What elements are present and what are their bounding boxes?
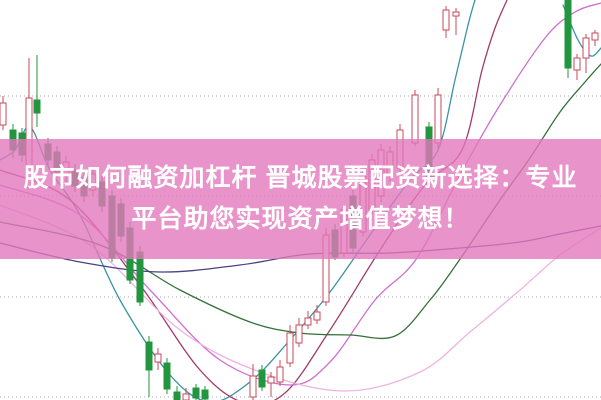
ad-overlay-banner[interactable]: 股市如何融资加杠杆 晋城股票配资新选择：专业 平台助您实现资产增值梦想！ [0, 139, 601, 259]
candle-body [192, 387, 200, 399]
candle-down [192, 384, 200, 400]
candle-body [573, 57, 581, 71]
ma-pale-pink [0, 204, 601, 392]
candle-up [0, 96, 7, 130]
candle-up [304, 311, 312, 329]
candle-body [258, 369, 266, 388]
candle-up [276, 360, 284, 386]
candle-up [313, 305, 321, 324]
candle-up [286, 325, 294, 367]
candle-body [452, 11, 460, 17]
candle-body [295, 324, 303, 344]
candle-up [249, 364, 257, 400]
candle-body [136, 251, 144, 303]
candle-down [163, 358, 171, 394]
candle-body [173, 391, 181, 400]
candle-body [582, 37, 590, 59]
candle-down [173, 386, 181, 400]
candle-body [145, 341, 153, 371]
candle-up [411, 90, 419, 146]
candle-body [304, 317, 312, 326]
candle-body [591, 32, 599, 41]
candle-down [201, 386, 209, 400]
candle-up [442, 6, 450, 38]
ad-line-2: 平台助您实现资产增值梦想！ [131, 205, 470, 233]
candle-up [182, 388, 190, 400]
candle-down [33, 55, 41, 127]
candle-up [267, 372, 275, 397]
candle-body [313, 311, 321, 321]
candle-body [154, 353, 162, 363]
ad-line-1: 股市如何融资加杠杆 晋城股票配资新选择：专业 [23, 164, 578, 192]
candle-body [0, 102, 7, 126]
candle-body [33, 99, 41, 114]
candle-body [411, 94, 419, 144]
candle-body [182, 393, 190, 400]
candle-up [591, 30, 599, 46]
candle-body [442, 9, 450, 31]
candle-up [295, 318, 303, 347]
candle-body [276, 366, 284, 383]
ma-dark-green [0, 63, 601, 340]
candle-down [258, 365, 266, 391]
candle-up [452, 8, 460, 35]
candle-up [573, 54, 581, 80]
candle-body [286, 332, 294, 364]
candle-body [434, 94, 442, 144]
candle-body [163, 362, 171, 390]
candle-body [201, 389, 209, 400]
candle-body [267, 376, 275, 384]
candle-body [249, 375, 257, 398]
candle-body [564, 0, 572, 69]
candle-down [564, 0, 572, 78]
candle-up [154, 348, 162, 370]
candle-up [582, 34, 590, 73]
candle-down [145, 336, 153, 397]
